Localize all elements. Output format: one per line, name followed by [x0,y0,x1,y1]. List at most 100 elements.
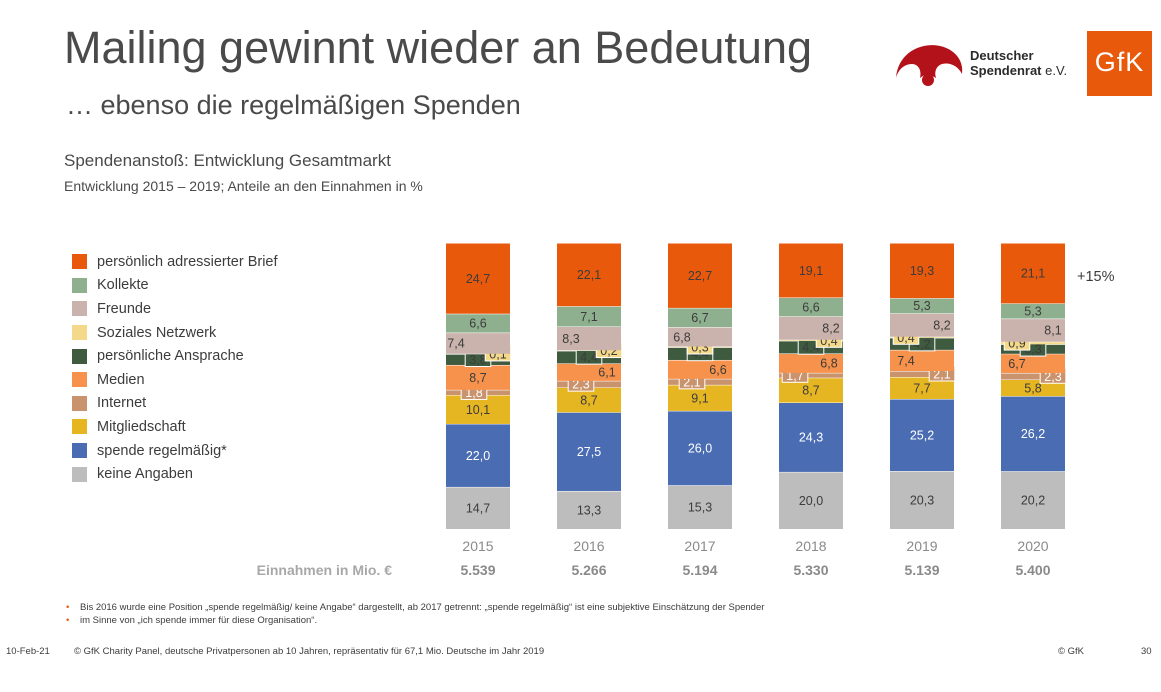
bar-segment [1001,318,1065,342]
legend-label: Kollekte [97,277,149,294]
legend-item: spende regelmäßig* [72,439,278,463]
bar-segment [446,486,510,529]
bar-segment [779,316,843,340]
gfk-logo-text: GfK [1094,47,1145,77]
bar-segment [890,471,954,529]
legend-label: persönlich adressierter Brief [97,253,278,270]
bar-segment [890,336,954,338]
legend-item: Kollekte [72,274,278,298]
footer-date: 10-Feb-21 [6,646,50,657]
footer-source: © GfK Charity Panel, deutsche Privatpers… [74,646,545,657]
legend-swatch [72,395,87,411]
value-label: 25,2 [910,429,934,443]
value-label: 22,1 [577,268,601,282]
value-label: 6,1 [598,366,615,380]
value-label: 6,7 [1008,357,1025,371]
footnote-text: im Sinne von „ich spende immer für diese… [80,615,318,626]
legend-swatch [72,301,87,317]
legend-swatch [72,419,87,435]
value-label: 5,8 [1024,381,1041,395]
bar-segment [1001,396,1065,472]
bar-segment [557,326,621,351]
value-label: 3,8 [469,353,486,367]
value-label: 8,7 [580,393,597,407]
gfk-logo: GfK [1087,31,1152,96]
legend-label: Freunde [97,300,152,317]
value-label: 8,3 [562,332,579,346]
bar-segment [890,313,954,337]
bar-segment [557,363,621,381]
bar-segment [779,339,843,341]
spendenrat-logo-line2: Spendenrat [970,63,1042,78]
legend-label: persönliche Ansprache [97,348,244,365]
value-label: 6,6 [469,317,486,331]
page-subtitle: … ebenso die regelmäßigen Spenden [66,90,521,120]
bar-segment [779,471,843,529]
category-label: 2017 [684,538,715,554]
bar-segment [890,243,954,299]
value-label: 2,3 [572,378,589,392]
value-label: 6,6 [709,363,726,377]
bar-segment [668,327,732,347]
value-label: 26,2 [1021,427,1045,441]
value-label: 24,7 [466,272,490,286]
value-label: 26,0 [688,442,712,456]
bar-segment [1001,303,1065,319]
spendenrat-logo-icon [896,45,963,86]
legend-item: Soziales Netzwerk [72,321,278,345]
value-label: 20,2 [1021,494,1045,508]
legend-item: Freunde [72,297,278,321]
revenue-value: 5.266 [571,562,606,578]
value-label: 6,8 [820,357,837,371]
value-label: 2,1 [683,375,700,389]
legend-item: Medien [72,368,278,392]
footnote-bullet: • [66,602,70,613]
value-label: 8,2 [933,319,950,333]
value-label: 19,3 [910,264,934,278]
page-title: Mailing gewinnt wieder an Bedeutung [64,22,812,73]
growth-annotation: +15% [1077,269,1115,285]
value-label: 20,3 [910,494,934,508]
bar-segment [446,423,510,487]
bar-segment [779,243,843,298]
value-label: 6,8 [673,330,690,344]
bar-segment [668,359,732,379]
revenue-value: 5.194 [682,562,717,578]
bar-segment [890,377,954,399]
bar-segment [668,410,732,486]
bar-segment [557,243,621,307]
chart-subheading: Entwicklung 2015 – 2019; Anteile an den … [64,178,423,194]
bar-segment [668,307,732,328]
revenue-label: Einnahmen in Mio. € [257,562,393,578]
value-label: 4,4 [580,351,597,365]
legend-label: Mitgliedschaft [97,418,186,435]
footer-copyright: © GfK [1058,646,1085,657]
bar-segment [557,412,621,491]
value-label: 7,1 [580,310,597,324]
revenue-value: 5.539 [460,562,495,578]
spendenrat-logo: Deutscher Spendenrat e.V. [892,40,1082,90]
value-label: 5,3 [913,299,930,313]
bar-segment [779,402,843,472]
bar-segment [779,372,843,378]
legend-label: Internet [97,395,147,412]
legend-item: persönliche Ansprache [72,344,278,368]
value-label: 20,0 [799,494,823,508]
value-label: 2,3 [1044,370,1061,384]
legend-label: Medien [97,371,145,388]
legend-label: Soziales Netzwerk [97,324,217,341]
value-label: 27,5 [577,445,601,459]
legend-swatch [72,443,87,459]
footer-page-number: 30 [1141,646,1152,657]
value-label: 8,2 [822,322,839,336]
value-label: 7,4 [897,354,914,368]
legend-swatch [72,254,87,270]
legend-swatch [72,348,87,364]
spendenrat-logo-suffix: e.V. [1045,63,1068,78]
bar-segment [668,243,732,308]
bar-segment [1001,471,1065,529]
value-label: 15,3 [688,501,712,515]
bar-segment [890,371,954,377]
legend-label: keine Angaben [97,466,193,483]
bar-segment [446,313,510,333]
